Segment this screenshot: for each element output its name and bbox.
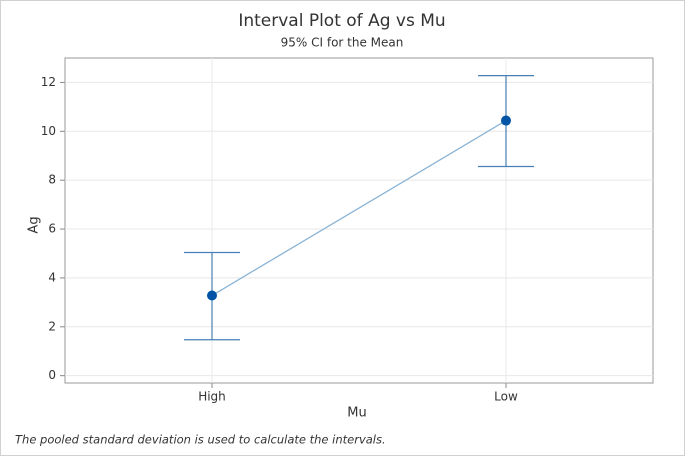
x-tick-label: Low [494,390,518,404]
mean-line [211,119,507,297]
y-tick-label: 12 [41,75,56,89]
chart-title: Interval Plot of Ag vs Mu [238,11,445,31]
y-tick-label: 6 [48,222,56,236]
y-axis-label: Ag [27,216,42,233]
y-tick-label: 10 [41,124,56,138]
x-tick-label: High [198,390,226,404]
y-tick-label: 2 [48,319,56,333]
plot-area [64,57,654,384]
chart-subtitle: 95% CI for the Mean [281,36,404,50]
y-tick-label: 0 [48,368,56,382]
x-axis-label: Mu [347,406,366,421]
y-tick-label: 4 [48,270,56,284]
mean-point [207,290,217,301]
mean-point [501,115,511,126]
footnote: The pooled standard deviation is used to… [15,433,386,447]
y-tick-label: 8 [48,173,56,187]
